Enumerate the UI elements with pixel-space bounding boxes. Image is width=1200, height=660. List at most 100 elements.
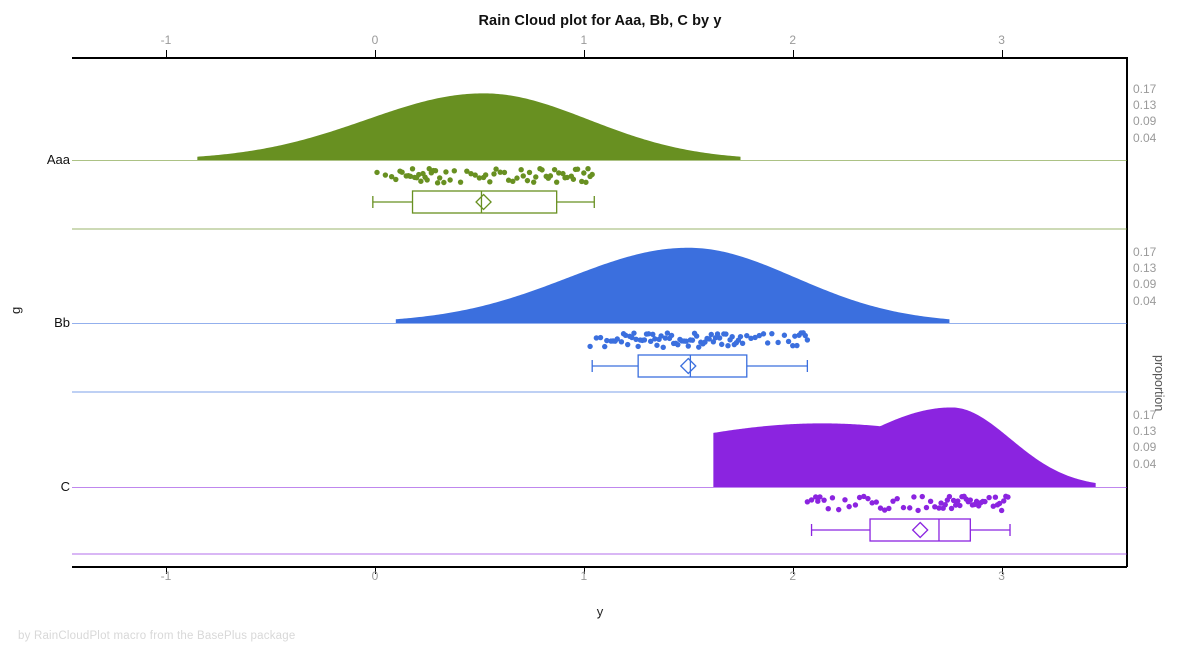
box-iqr xyxy=(869,518,971,542)
top-axis-line xyxy=(72,57,1127,59)
rain-dot xyxy=(865,495,871,502)
rain-dot xyxy=(760,331,767,337)
rain-dot xyxy=(716,335,723,341)
rain-dot xyxy=(911,494,917,500)
rain-dot xyxy=(520,173,526,179)
rain-dot xyxy=(938,500,944,506)
rain-dot xyxy=(658,333,664,339)
rain-dot xyxy=(781,332,788,338)
rain-dot xyxy=(482,172,489,178)
rain-dot xyxy=(873,499,880,505)
rain-dot xyxy=(723,331,729,337)
rain-dot xyxy=(808,497,815,503)
rain-dot xyxy=(441,179,447,186)
rain-dot xyxy=(1005,494,1011,500)
rain-dot xyxy=(597,334,604,341)
rain-dot xyxy=(374,169,380,176)
rain-dot xyxy=(739,340,746,346)
rain-dot xyxy=(443,169,449,175)
rain-dot xyxy=(533,174,539,180)
rain-dot xyxy=(802,332,808,339)
rain-dot xyxy=(886,505,892,512)
rain-dot xyxy=(556,170,562,176)
rain-dot xyxy=(675,341,681,348)
rain-dot xyxy=(952,502,959,508)
rain-dot xyxy=(790,342,796,349)
proportion-tick-label: 0.04 xyxy=(1133,293,1157,308)
mean-diamond xyxy=(911,521,929,539)
rain-dot xyxy=(409,166,416,172)
rain-dot xyxy=(998,507,1005,514)
rain-dots xyxy=(374,165,595,186)
x-tick-top xyxy=(792,50,794,57)
box-plot xyxy=(810,518,1011,542)
x-tick-top xyxy=(1001,50,1003,57)
rain-dot xyxy=(388,173,395,180)
rain-dot xyxy=(497,169,503,175)
rain-dot xyxy=(932,504,938,510)
rain-dot xyxy=(631,330,637,336)
rain-dot xyxy=(579,178,585,185)
rain-dot xyxy=(950,497,957,504)
group-baseline xyxy=(72,487,1127,489)
rain-dot xyxy=(794,342,800,349)
proportion-tick-label: 0.17 xyxy=(1133,82,1157,96)
rain-dot xyxy=(564,174,570,181)
rain-dot xyxy=(647,338,654,345)
rain-dot xyxy=(447,177,453,183)
x-tick-label-top: -1 xyxy=(160,33,172,47)
rain-dot xyxy=(815,498,821,504)
rain-dot xyxy=(829,495,836,501)
rain-dot xyxy=(551,166,558,173)
rain-dot xyxy=(625,341,631,348)
rain-dot xyxy=(604,337,610,344)
proportion-tick-label: 0.04 xyxy=(1133,130,1157,145)
rain-dot xyxy=(585,165,591,172)
rain-dot xyxy=(744,332,750,339)
rain-dot xyxy=(407,173,414,180)
rain-dot xyxy=(434,180,441,186)
rain-dot xyxy=(689,337,696,343)
x-tick-label-bottom: -1 xyxy=(160,569,172,583)
rain-dot xyxy=(982,498,988,505)
rain-dot xyxy=(825,505,831,512)
rain-dot xyxy=(641,337,648,343)
x-tick-label-top: 3 xyxy=(998,33,1005,47)
rain-dot xyxy=(990,503,996,509)
group-separator xyxy=(72,391,1127,393)
rain-dot xyxy=(393,176,399,183)
rain-dot xyxy=(518,167,524,173)
rain-dot xyxy=(457,179,464,185)
rain-dot xyxy=(589,171,595,178)
box-iqr xyxy=(637,354,748,378)
rain-dot xyxy=(693,333,700,339)
group-separator xyxy=(72,228,1127,230)
rain-dot xyxy=(476,175,483,181)
rain-dot xyxy=(539,167,545,173)
rain-dot xyxy=(821,497,827,503)
rain-dot xyxy=(748,335,754,341)
rain-dot xyxy=(574,166,581,172)
rain-dot xyxy=(915,507,921,514)
group-label-c: C xyxy=(60,479,70,494)
rain-dot xyxy=(869,500,875,506)
proportion-tick-label: 0.09 xyxy=(1133,277,1157,292)
rain-dot xyxy=(852,502,859,508)
box-plot xyxy=(591,354,809,378)
rain-dot xyxy=(645,331,652,337)
proportion-tick-label: 0.09 xyxy=(1133,440,1157,455)
proportion-tick-label: 0.13 xyxy=(1133,98,1157,113)
x-tick-label-bottom: 1 xyxy=(580,569,588,583)
rain-dot xyxy=(451,168,458,174)
right-axis-line xyxy=(1126,57,1128,567)
x-tick-label-bottom: 3 xyxy=(998,569,1005,583)
x-tick-bottom xyxy=(166,567,168,574)
rain-dot xyxy=(468,170,474,177)
rain-dot xyxy=(668,332,675,339)
rain-dot xyxy=(505,177,512,183)
rain-dot xyxy=(622,332,629,339)
rain-dot xyxy=(464,168,470,174)
proportion-tick-label: 0.04 xyxy=(1133,456,1157,471)
rain-dot xyxy=(685,343,691,349)
